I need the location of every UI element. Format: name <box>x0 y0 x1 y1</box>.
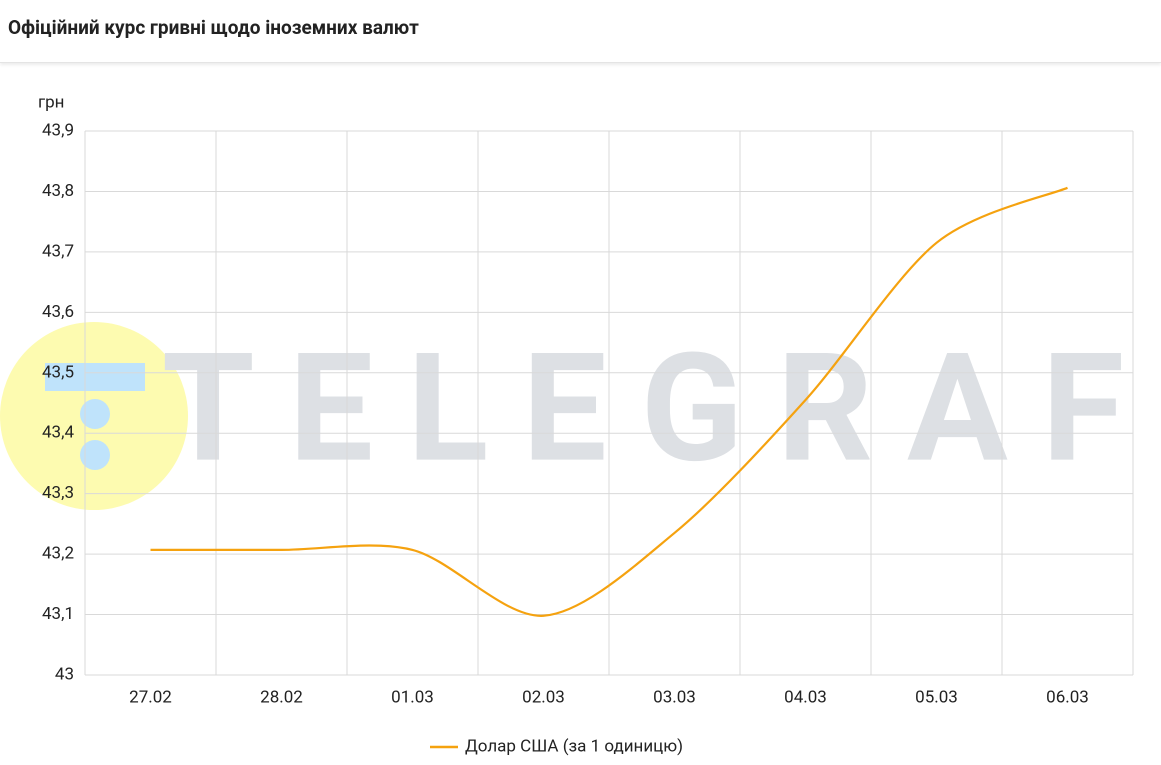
logo-dot <box>80 440 110 470</box>
x-tick-label: 03.03 <box>653 687 696 707</box>
logo-bar <box>45 363 145 391</box>
x-tick-label: 01.03 <box>391 687 434 707</box>
x-tick-label: 28.02 <box>260 687 303 707</box>
logo-dot <box>80 399 110 429</box>
y-tick-label: 43,4 <box>42 423 74 443</box>
y-tick-label: 43,8 <box>42 181 74 201</box>
y-axis-label: грн <box>38 92 65 112</box>
legend-label: Долар США (за 1 одиницю) <box>465 736 683 756</box>
x-tick-label: 02.03 <box>522 687 565 707</box>
y-tick-label: 43,2 <box>42 544 74 564</box>
y-tick-label: 43,7 <box>42 241 74 261</box>
header: Офіційний курс гривні щодо іноземних вал… <box>0 0 1161 63</box>
y-tick-label: 43,6 <box>42 302 74 322</box>
y-tick-label: 43,5 <box>42 362 74 382</box>
y-tick-label: 43,1 <box>42 604 74 624</box>
chart-title: Офіційний курс гривні щодо іноземних вал… <box>8 16 419 39</box>
x-tick-label: 04.03 <box>784 687 827 707</box>
x-tick-label: 27.02 <box>129 687 172 707</box>
x-tick-label: 05.03 <box>915 687 958 707</box>
data-line <box>150 186 1068 617</box>
y-tick-label: 43 <box>55 664 74 684</box>
y-tick-label: 43,9 <box>42 120 74 140</box>
watermark: TELEGRAF <box>162 321 1158 497</box>
x-tick-label: 06.03 <box>1046 687 1089 707</box>
y-tick-label: 43,3 <box>42 483 74 503</box>
